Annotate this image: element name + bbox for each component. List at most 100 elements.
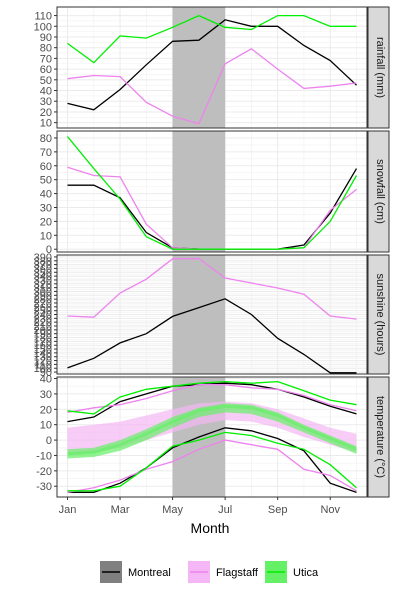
y-tick-label: 20 [40,404,52,416]
strip-label: rainfall (mm) [374,37,386,98]
panel-3: 9010011012013014015016017018019020021022… [34,252,390,379]
x-tick-label: Jan [59,504,77,516]
highlight-may-jul [172,131,226,252]
y-tick-label: 150 [34,344,52,356]
series-line-montreal [67,19,357,111]
y-tick-label: 100 [34,21,52,33]
panel-4: -30 -20 -10 0 10 20 30 40 temperature (°C) [36,374,390,498]
strip [367,376,390,498]
y-tick-label: 80 [40,43,52,55]
series-line-montreal [67,298,357,374]
y-tick-label: 20 [40,216,52,228]
y-tick-label: 70 [40,53,52,65]
y-tick-label: 30 [40,202,52,214]
legend-item-montreal: Montreal [100,561,171,583]
y-tick-label: 10 [40,118,52,130]
y-tick-label: 80 [40,133,52,145]
y-tick-label: 210 [34,321,52,333]
y-tick-label: 350 [34,267,52,279]
legend-item-flagstaff: Flagstaff [188,561,259,583]
y-tick-label: 10 [40,230,52,242]
y-tick-label: 100 [34,363,52,375]
y-tick-label: 130 [34,352,52,364]
y-tick-label: 270 [34,298,52,310]
legend-label: Montreal [128,567,171,579]
y-tick-label: 380 [34,256,52,268]
y-tick-label: 60 [40,161,52,173]
series-line-utica [67,431,357,492]
highlight-may-jul [172,255,226,374]
series-line-montreal [67,382,357,423]
x-tick-label: Nov [320,504,340,516]
x-tick-label: Jul [218,504,232,516]
y-tick-label: -30 [36,481,52,493]
series-line-utica [67,14,357,64]
x-tick-label: May [162,504,183,516]
y-tick-label: 360 [34,263,52,275]
y-tick-label: 110 [34,359,52,371]
legend-item-utica: Utica [265,561,319,583]
y-tick-label: 390 [34,252,52,264]
y-tick-label: 250 [34,306,52,318]
x-tick-label: Sep [268,504,288,516]
panel-border [56,130,368,253]
y-tick-label: 140 [34,348,52,360]
strip-label: sunshine (hours) [374,274,386,356]
y-tick-label: 110 [34,11,52,23]
y-tick-label: 50 [40,175,52,187]
y-tick-label: 310 [34,283,52,295]
panel-border [56,6,368,129]
y-tick-label: 220 [34,317,52,329]
series-line-flagstaff [67,48,357,125]
y-tick-label: 240 [34,310,52,322]
strip-label: snowfall (cm) [374,159,386,224]
y-tick-label: 330 [34,275,52,287]
y-tick-label: -10 [36,450,52,462]
series-line-utica [67,380,357,415]
y-tick-label: 40 [40,189,52,201]
y-tick-label: 40 [40,374,52,386]
strip [367,254,390,375]
y-tick-label: 30 [40,96,52,108]
y-tick-label: 200 [34,325,52,337]
panel-border [56,376,368,498]
series-line-flagstaff [67,439,357,494]
series-line-flagstaff [67,384,357,414]
y-tick-label: 90 [40,367,52,379]
y-tick-label: 120 [34,356,52,368]
y-tick-label: 370 [34,260,52,272]
y-tick-label: 320 [34,279,52,291]
x-tick-label: Mar [111,504,130,516]
legend: Montreal Flagstaff Utica [100,561,319,583]
y-tick-label: 10 [40,420,52,432]
y-tick-label: 340 [34,271,52,283]
legend-label: Utica [293,567,319,579]
y-tick-label: 40 [40,86,52,98]
y-tick-label: 0 [46,244,52,256]
y-tick-label: 160 [34,340,52,352]
ribbon-utica [67,404,357,456]
series-line-utica [66,136,358,250]
y-tick-label: 280 [34,294,52,306]
series-line-montreal [67,427,357,494]
y-tick-label: 60 [40,64,52,76]
y-tick-label: 290 [34,290,52,302]
y-tick-label: 0 [46,435,52,447]
series-line-flagstaff [67,257,357,320]
y-tick-label: 300 [34,286,52,298]
y-tick-label: 70 [40,147,52,159]
legend-label: Flagstaff [216,567,259,579]
y-tick-label: 180 [34,333,52,345]
y-tick-label: 190 [34,329,52,341]
y-tick-label: 20 [40,107,52,119]
y-tick-label: 90 [40,32,52,44]
y-tick-label: 50 [40,75,52,87]
strip [367,130,390,253]
y-tick-label: 30 [40,389,52,401]
y-tick-label: 260 [34,302,52,314]
strip-label: temperature (°C) [374,396,386,478]
strip [367,6,390,129]
